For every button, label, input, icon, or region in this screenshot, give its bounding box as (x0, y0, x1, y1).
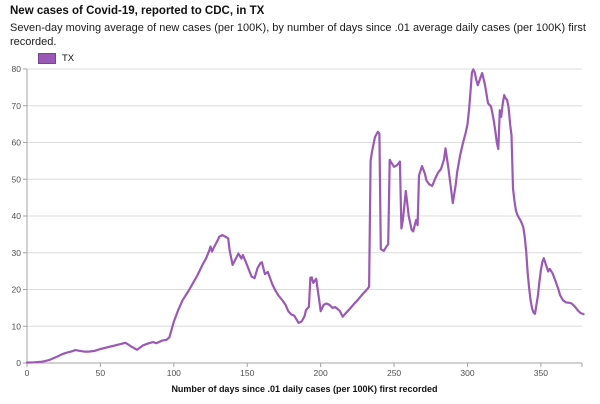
legend: TX (38, 53, 74, 64)
x-tick-label: 300 (460, 368, 474, 378)
x-axis-ticks: 0 50 100 150 200 250 300 350 (25, 363, 583, 378)
chart-title: New cases of Covid-19, reported to CDC, … (10, 5, 265, 17)
x-tick-label: 50 (96, 368, 106, 378)
gridlines (27, 68, 582, 327)
y-tick-label: 20 (12, 285, 22, 295)
x-tick-label: 200 (314, 368, 328, 378)
y-tick-label: 70 (12, 101, 22, 111)
y-tick-label: 0 (16, 358, 21, 368)
x-tick-label: 0 (25, 368, 30, 378)
x-tick-label: 150 (240, 368, 254, 378)
x-tick-label: 100 (167, 368, 181, 378)
series-line-tx (25, 68, 585, 364)
x-axis-title: Number of days since .01 daily cases (pe… (171, 384, 438, 394)
y-tick-label: 80 (12, 64, 22, 74)
x-tick-label: 250 (387, 368, 401, 378)
y-tick-label: 50 (12, 174, 22, 184)
y-tick-label: 30 (12, 248, 22, 258)
y-tick-label: 10 (12, 321, 22, 331)
y-tick-label: 40 (12, 211, 22, 221)
y-axis-ticks: 0 10 20 30 40 50 60 70 80 (12, 64, 27, 368)
chart-subtitle: Seven-day moving average of new cases (p… (10, 22, 586, 48)
legend-swatch-tx (38, 53, 56, 64)
legend-label-tx: TX (62, 53, 75, 64)
x-tick-label: 350 (534, 368, 548, 378)
y-tick-label: 60 (12, 138, 22, 148)
